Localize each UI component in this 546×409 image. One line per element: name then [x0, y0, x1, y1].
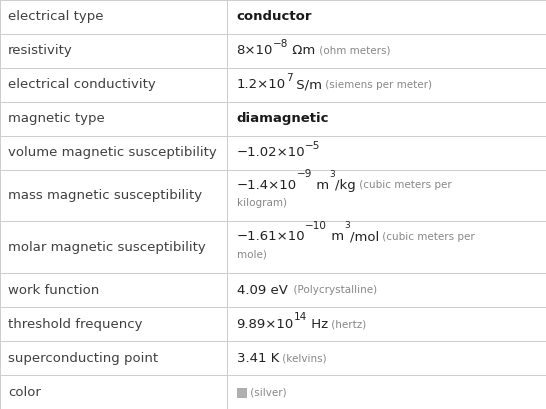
Text: S/m: S/m	[292, 79, 322, 92]
Text: mole): mole)	[236, 250, 266, 260]
Text: −5: −5	[305, 141, 321, 151]
Text: (kelvins): (kelvins)	[279, 353, 327, 363]
Text: −8: −8	[273, 38, 288, 49]
Text: m: m	[312, 179, 329, 192]
Text: (siemens per meter): (siemens per meter)	[322, 80, 432, 90]
Text: threshold frequency: threshold frequency	[8, 317, 143, 330]
Text: 4.09 eV: 4.09 eV	[236, 283, 287, 297]
Text: superconducting point: superconducting point	[8, 351, 158, 364]
Text: electrical type: electrical type	[8, 11, 104, 23]
Text: 3: 3	[344, 221, 350, 230]
Text: −1.61×10: −1.61×10	[236, 230, 305, 243]
Text: (cubic meters per: (cubic meters per	[355, 180, 452, 191]
Text: 1.2×10: 1.2×10	[236, 79, 286, 92]
Text: kilogram): kilogram)	[236, 198, 287, 209]
Text: Hz: Hz	[307, 317, 328, 330]
Text: magnetic type: magnetic type	[8, 112, 105, 126]
Text: (hertz): (hertz)	[328, 319, 366, 329]
Text: 9.89×10: 9.89×10	[236, 317, 294, 330]
Text: 7: 7	[286, 72, 292, 83]
Text: −1.02×10: −1.02×10	[236, 146, 305, 160]
Text: color: color	[8, 386, 41, 398]
Text: 3: 3	[329, 170, 335, 179]
Text: molar magnetic susceptibility: molar magnetic susceptibility	[8, 241, 206, 254]
Text: conductor: conductor	[236, 11, 312, 23]
Text: −9: −9	[296, 169, 312, 179]
Text: 8×10: 8×10	[236, 45, 273, 58]
Bar	[236, 387, 246, 396]
Text: volume magnetic susceptibility: volume magnetic susceptibility	[8, 146, 217, 160]
Text: m: m	[327, 230, 344, 243]
Text: −1.4×10: −1.4×10	[236, 179, 296, 192]
Text: /kg: /kg	[335, 179, 355, 192]
Text: work function: work function	[8, 283, 99, 297]
Text: (Polycrystalline): (Polycrystalline)	[287, 285, 378, 295]
Text: Ωm: Ωm	[288, 45, 316, 58]
Text: 14: 14	[294, 312, 307, 321]
Text: diamagnetic: diamagnetic	[236, 112, 329, 126]
Text: resistivity: resistivity	[8, 45, 73, 58]
Text: /mol: /mol	[350, 230, 379, 243]
Text: (ohm meters): (ohm meters)	[316, 46, 390, 56]
Text: electrical conductivity: electrical conductivity	[8, 79, 156, 92]
Text: mass magnetic susceptibility: mass magnetic susceptibility	[8, 189, 202, 202]
Text: 3.41 K: 3.41 K	[236, 351, 279, 364]
Text: −10: −10	[305, 220, 327, 231]
Text: (silver): (silver)	[247, 387, 286, 397]
Text: (cubic meters per: (cubic meters per	[379, 232, 475, 242]
